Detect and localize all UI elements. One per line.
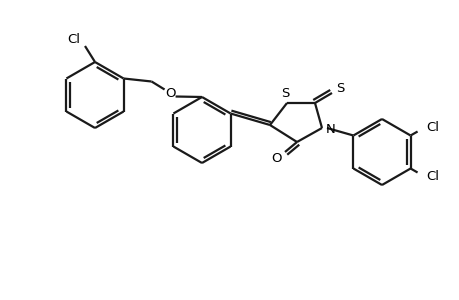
- Text: Cl: Cl: [67, 32, 80, 46]
- Text: N: N: [325, 122, 335, 136]
- Text: S: S: [280, 86, 289, 100]
- Text: Cl: Cl: [425, 121, 438, 134]
- Text: Cl: Cl: [425, 170, 438, 183]
- Text: O: O: [165, 87, 175, 100]
- Text: O: O: [271, 152, 282, 164]
- Text: S: S: [335, 82, 343, 94]
